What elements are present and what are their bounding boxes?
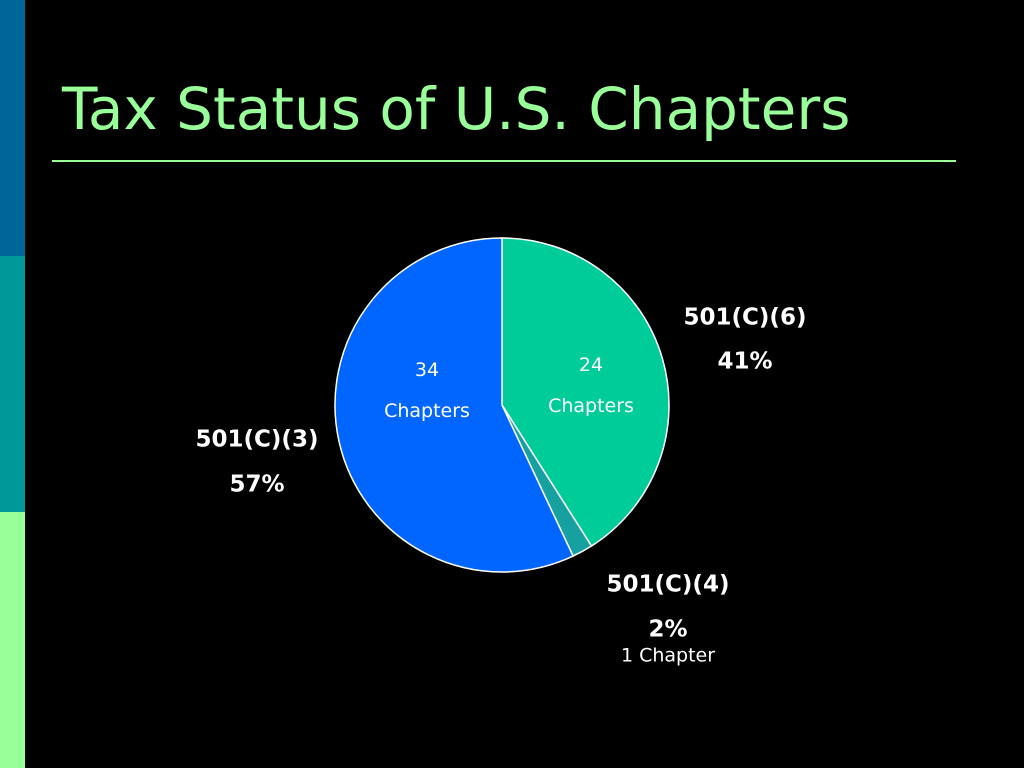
- pie-slice: [334, 237, 575, 573]
- category-label: 501(C)(6): [684, 305, 807, 331]
- chapter-label: 24 Chapters: [548, 354, 634, 417]
- value-label: 41%: [717, 349, 772, 375]
- category-label: 501(C)(4): [607, 572, 730, 598]
- chapter-label: 34 Chapters: [384, 359, 470, 422]
- side-band: [0, 0, 25, 256]
- pie-slice: [501, 237, 670, 548]
- side-band: [0, 256, 25, 512]
- category-label: 501(C)(3): [196, 427, 319, 453]
- chapter-label: 1 Chapter: [621, 645, 715, 667]
- value-label: 57%: [229, 472, 284, 498]
- side-band: [0, 512, 25, 768]
- value-label: 2%: [648, 617, 687, 643]
- chart-title: Tax Status of U.S. Chapters: [61, 75, 850, 143]
